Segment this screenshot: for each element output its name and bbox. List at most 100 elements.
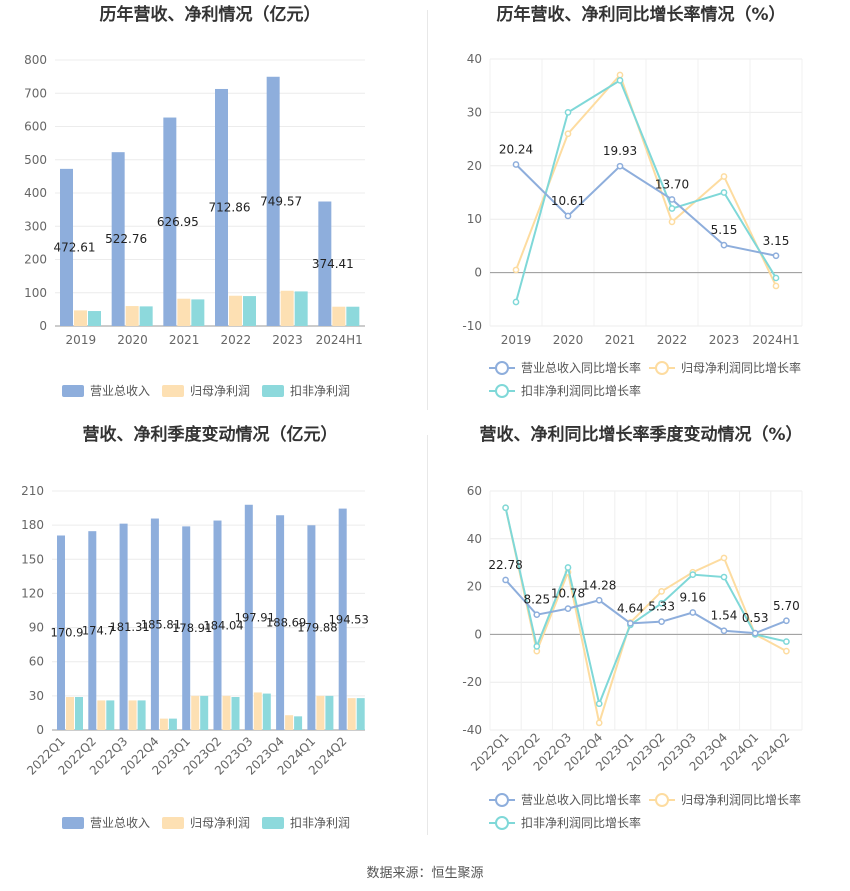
y-tick-label: 40 (467, 532, 482, 546)
chart-title: 历年营收、净利同比增长率情况（%） (496, 4, 785, 25)
series-point (668, 218, 676, 226)
line-data-label: 19.93 (603, 144, 637, 158)
series-point (772, 252, 780, 260)
legend-label: 扣非净利润同比增长率 (521, 815, 641, 830)
y-tick-label: 30 (467, 105, 482, 119)
series-point (502, 576, 509, 584)
bar-deducted-profit (243, 296, 256, 326)
y-tick-label: -10 (462, 319, 482, 333)
series-point (616, 162, 624, 170)
legend-label: 归母净利润 (190, 384, 250, 398)
series-point (564, 109, 572, 116)
legend-swatch-marker (495, 384, 509, 398)
bar-revenue (60, 168, 73, 326)
bar-deducted-profit (168, 718, 177, 730)
bar-data-label: 374.41 (312, 257, 354, 271)
y-tick-label: 0 (474, 266, 482, 280)
annual-growth-rate-line-chart: 历年营收、净利同比增长率情况（%） -10 0 10 20 30 40 20.24 10.61 1… (462, 4, 803, 398)
bar-revenue (266, 76, 280, 326)
line-data-label: 10.78 (551, 587, 585, 601)
bar-data-label: 170.9 (51, 626, 84, 640)
series-point (533, 611, 541, 619)
series-point (783, 617, 790, 625)
series-point (720, 241, 728, 249)
series-point (668, 196, 676, 203)
bar-data-label: 179.88 (297, 621, 337, 635)
x-tick-label: 2020 (117, 333, 148, 347)
x-tick-label: 2023 (272, 333, 303, 347)
bar-parent-profit (125, 306, 139, 326)
bar-revenue (150, 518, 159, 730)
series-point (616, 71, 624, 79)
line-data-label: 5.15 (711, 223, 738, 237)
bar-data-label: 472.61 (54, 240, 96, 254)
bar-revenue (213, 520, 222, 730)
y-tick-label: 800 (24, 53, 47, 67)
series-point (533, 643, 541, 650)
series-line-revenue (515, 163, 777, 257)
source-note: 数据来源：恒生聚源 (366, 866, 484, 881)
quarterly-growth-rate-line-chart: 营收、净利同比增长率季度变动情况（%） -40 -20 0 20 40 60 22.78 8.2… (462, 424, 803, 830)
chart-title: 营收、净利季度变动情况（亿元） (83, 424, 338, 445)
bar-parent-profit (285, 715, 294, 730)
series-point (616, 77, 624, 84)
series-point (689, 571, 697, 578)
y-tick-label: 200 (24, 253, 47, 267)
series-point (595, 596, 603, 604)
bar-data-label: 626.95 (157, 215, 199, 229)
y-tick-label: 30 (29, 689, 44, 703)
y-tick-label: 20 (467, 159, 482, 173)
line-data-label: 4.64 (617, 601, 644, 615)
bar-data-label: 178.91 (172, 621, 212, 635)
bar-revenue (338, 508, 347, 730)
y-tick-label: 0 (474, 627, 482, 641)
series-point (783, 647, 790, 655)
bar-revenue (307, 525, 316, 730)
x-tick-label: 2019 (501, 333, 532, 347)
series-point (783, 638, 790, 645)
series-point (595, 719, 603, 727)
bar-data-label: 712.86 (209, 200, 251, 214)
y-tick-label: 500 (24, 153, 47, 167)
annual-revenue-profit-bar-chart: 历年营收、净利情况（亿元） 0 100 200 300 400 500 600 700 800 47… (24, 4, 365, 398)
bar-revenue (276, 515, 285, 730)
series-point (564, 564, 572, 571)
series-point (751, 629, 759, 637)
y-tick-label: 10 (467, 212, 482, 226)
series-point (720, 627, 728, 635)
x-tick-label: 2022 (221, 333, 252, 347)
series-point (772, 274, 780, 282)
y-tick-label: 120 (21, 586, 44, 600)
y-tick-label: 400 (24, 186, 47, 200)
legend-swatch-marker (495, 793, 509, 807)
y-tick-label: -40 (462, 723, 482, 737)
bar-parent-profit (74, 310, 87, 326)
series-point (689, 609, 697, 616)
bar-revenue (57, 535, 65, 730)
bar-data-label: 522.76 (105, 232, 147, 246)
series-point (595, 700, 603, 708)
legend-label: 扣非净利润同比增长率 (521, 383, 641, 398)
legend-swatch (262, 817, 284, 829)
bar-parent-profit (159, 718, 168, 730)
series-point (720, 554, 728, 562)
bar-parent-profit (177, 298, 191, 326)
legend-swatch (62, 817, 84, 829)
bar-data-label: 174.7 (82, 624, 115, 638)
bar-revenue (88, 531, 97, 730)
line-data-label: 10.61 (551, 194, 585, 208)
line-data-label: 0.53 (742, 611, 769, 625)
y-tick-label: 700 (24, 86, 47, 100)
bar-deducted-profit (139, 306, 153, 326)
legend-swatch (62, 385, 84, 397)
bar-parent-profit (128, 700, 137, 730)
y-tick-label: -20 (462, 675, 482, 689)
bar-parent-profit (253, 692, 262, 730)
legend-label: 营业总收入 (90, 816, 150, 830)
line-data-label: 1.54 (711, 609, 738, 623)
series-point (720, 189, 728, 196)
column-divider (427, 435, 428, 835)
bar-parent-profit (332, 306, 346, 326)
bar-data-label: 194.53 (329, 612, 369, 626)
series-point (627, 619, 634, 627)
